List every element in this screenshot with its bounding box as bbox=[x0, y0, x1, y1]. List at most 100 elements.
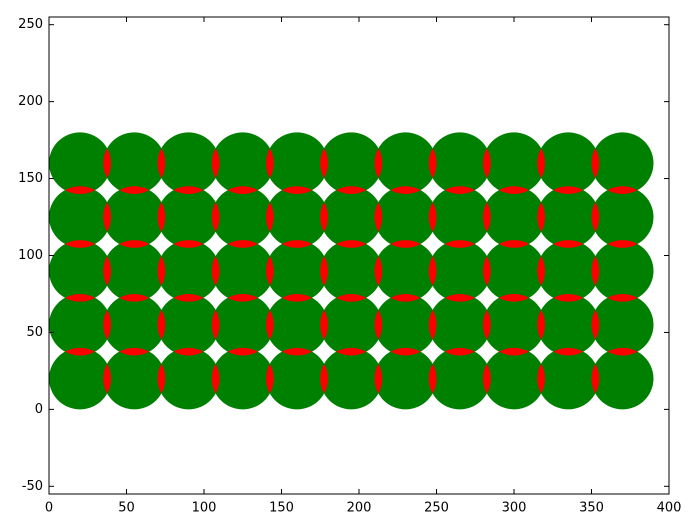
overlap bbox=[211, 148, 220, 179]
overlap bbox=[227, 293, 258, 302]
x-tick-label: 200 bbox=[347, 501, 372, 516]
circle bbox=[211, 186, 274, 248]
overlap bbox=[265, 148, 274, 179]
overlap bbox=[537, 309, 545, 340]
circle bbox=[211, 240, 274, 302]
overlap bbox=[227, 186, 258, 194]
y-tick-label: 200 bbox=[18, 94, 43, 109]
x-tick-label: 250 bbox=[424, 501, 449, 516]
y-tick-label: -50 bbox=[22, 479, 43, 494]
overlap bbox=[64, 186, 96, 194]
x-tick-label: 300 bbox=[502, 501, 527, 516]
overlap bbox=[64, 293, 96, 302]
circle bbox=[483, 347, 545, 410]
overlap bbox=[320, 202, 328, 232]
circle bbox=[537, 132, 600, 194]
overlap bbox=[607, 186, 638, 194]
circle bbox=[103, 240, 166, 302]
overlap bbox=[444, 347, 475, 356]
overlap bbox=[428, 202, 437, 232]
overlap bbox=[374, 202, 383, 232]
overlap bbox=[173, 293, 204, 302]
overlap bbox=[320, 309, 328, 340]
overlap bbox=[266, 363, 274, 394]
x-tick-label: 0 bbox=[45, 501, 53, 516]
overlap bbox=[157, 202, 166, 232]
overlap bbox=[119, 293, 150, 302]
x-tick-label: 100 bbox=[192, 501, 217, 516]
overlap bbox=[537, 255, 545, 286]
circle bbox=[428, 186, 491, 248]
overlap bbox=[157, 148, 166, 179]
overlap bbox=[483, 255, 491, 286]
overlap bbox=[281, 347, 313, 356]
overlap bbox=[173, 240, 204, 248]
y-tick-label: 50 bbox=[26, 325, 43, 340]
overlap bbox=[64, 347, 96, 356]
overlap bbox=[607, 240, 638, 248]
y-tick-label: 250 bbox=[18, 17, 43, 32]
circle bbox=[266, 293, 328, 356]
circle bbox=[374, 132, 437, 194]
overlap bbox=[428, 309, 437, 340]
circle bbox=[537, 186, 600, 248]
x-tick-label: 400 bbox=[657, 501, 682, 516]
overlap bbox=[591, 363, 600, 394]
overlap bbox=[591, 202, 600, 232]
circle bbox=[428, 240, 491, 302]
overlap bbox=[281, 293, 313, 302]
circle bbox=[157, 240, 220, 302]
overlap bbox=[320, 363, 328, 394]
circle bbox=[266, 347, 328, 410]
overlap bbox=[265, 309, 274, 340]
circle bbox=[49, 347, 111, 410]
overlap bbox=[211, 202, 220, 232]
circle bbox=[374, 240, 437, 302]
overlap bbox=[227, 347, 258, 356]
overlap bbox=[119, 240, 150, 248]
overlap bbox=[157, 363, 166, 394]
circle bbox=[266, 132, 328, 194]
overlap bbox=[64, 240, 96, 248]
circle bbox=[374, 293, 437, 356]
overlap bbox=[498, 186, 530, 194]
overlap bbox=[553, 240, 584, 248]
circle bbox=[483, 240, 545, 302]
overlap bbox=[498, 347, 530, 356]
circle bbox=[428, 132, 491, 194]
overlap bbox=[390, 347, 421, 356]
overlap bbox=[374, 309, 383, 340]
overlap bbox=[537, 148, 545, 179]
overlap bbox=[498, 293, 530, 302]
circle bbox=[591, 132, 654, 194]
overlap bbox=[320, 255, 328, 286]
circle bbox=[374, 347, 437, 410]
circle bbox=[49, 240, 111, 302]
overlap bbox=[553, 186, 584, 194]
y-tick-label: 150 bbox=[18, 171, 43, 186]
overlap bbox=[374, 363, 383, 394]
overlap bbox=[428, 148, 437, 179]
x-tick-label: 150 bbox=[269, 501, 294, 516]
circle bbox=[320, 132, 383, 194]
overlap bbox=[553, 293, 584, 302]
y-tick-label: 100 bbox=[18, 248, 43, 263]
overlap bbox=[444, 293, 475, 302]
overlap bbox=[537, 202, 545, 232]
circle bbox=[428, 347, 491, 410]
circle bbox=[537, 347, 600, 410]
circle bbox=[211, 347, 274, 410]
overlap bbox=[281, 186, 313, 194]
circle bbox=[591, 186, 654, 248]
circle bbox=[320, 347, 383, 410]
circle bbox=[483, 186, 545, 248]
overlap bbox=[336, 293, 367, 302]
overlap bbox=[374, 148, 383, 179]
overlap bbox=[390, 293, 421, 302]
overlap bbox=[211, 363, 220, 394]
overlap bbox=[483, 148, 491, 179]
overlap bbox=[211, 255, 220, 286]
circle bbox=[591, 240, 654, 302]
y-tick-label: 0 bbox=[35, 402, 43, 417]
circle bbox=[537, 240, 600, 302]
